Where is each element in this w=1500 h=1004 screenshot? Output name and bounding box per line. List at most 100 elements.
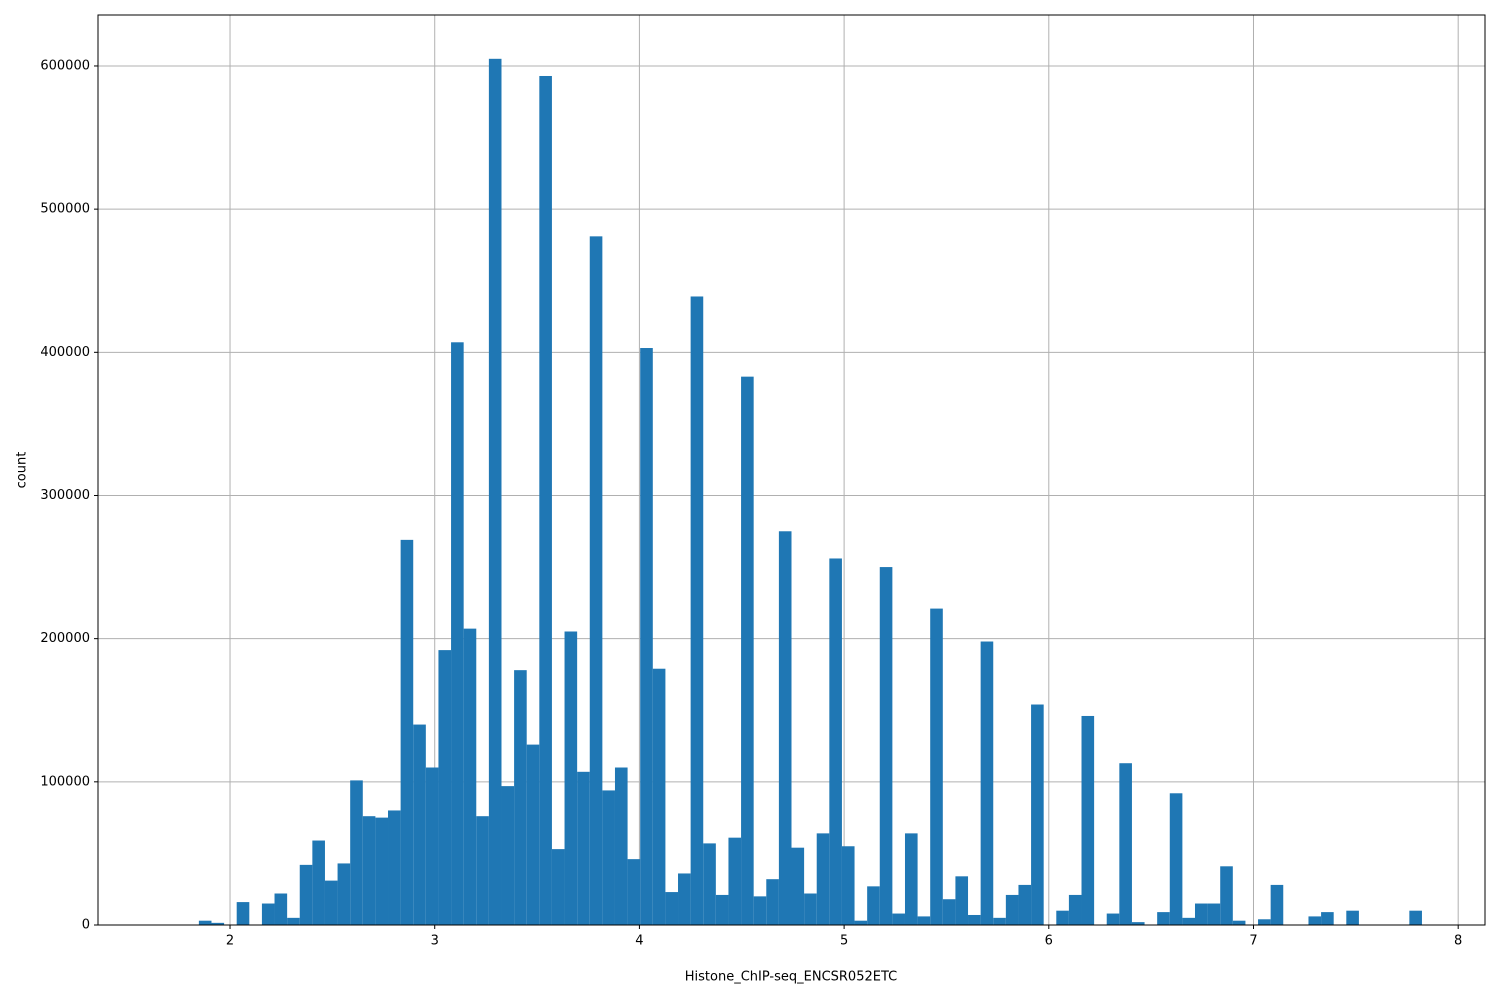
bar — [652, 668, 666, 925]
bar — [678, 873, 691, 925]
bar — [741, 376, 754, 925]
bar — [1409, 910, 1422, 925]
bar — [375, 817, 389, 925]
bar — [766, 879, 779, 925]
x-tick-label: 5 — [840, 934, 848, 949]
bar — [1169, 793, 1183, 925]
bar — [198, 920, 212, 925]
bar — [1068, 894, 1082, 925]
bar — [236, 902, 250, 925]
bar — [640, 348, 653, 926]
bar — [791, 847, 805, 925]
bar — [362, 816, 376, 925]
bar — [955, 876, 969, 925]
bar — [1119, 763, 1132, 925]
bar — [1232, 920, 1246, 925]
bar — [602, 790, 615, 925]
x-axis-label: Histone_ChIP-seq_ENCSR052ETC — [685, 970, 897, 985]
bar — [778, 531, 792, 925]
bar — [1131, 922, 1145, 925]
bar — [539, 75, 552, 925]
bar — [551, 849, 565, 925]
bar — [589, 236, 603, 925]
plot-frame — [97, 14, 1486, 926]
bar — [1018, 884, 1032, 925]
bar — [841, 846, 855, 925]
bar — [879, 567, 893, 925]
bar — [526, 744, 540, 925]
bar — [438, 650, 452, 925]
bar — [942, 899, 956, 925]
y-tick-label: 0 — [82, 918, 90, 933]
bar — [753, 896, 767, 925]
bar — [299, 864, 313, 925]
bar — [904, 833, 918, 925]
bar — [892, 913, 905, 925]
bar — [829, 558, 842, 925]
bar — [1270, 884, 1284, 925]
bar — [703, 843, 716, 925]
bar — [451, 342, 464, 925]
bar — [1182, 917, 1195, 925]
bar — [577, 771, 590, 925]
y-tick-label: 400000 — [40, 345, 90, 360]
bar — [350, 780, 363, 925]
bar — [324, 880, 338, 925]
bar — [715, 894, 729, 925]
bar — [211, 922, 225, 925]
bar — [1031, 704, 1044, 925]
bar — [476, 816, 489, 925]
x-tick-label: 2 — [226, 934, 234, 949]
bar — [1081, 715, 1095, 925]
bar — [917, 916, 931, 925]
bar — [1005, 894, 1019, 925]
y-axis-label: count — [15, 452, 30, 489]
bar — [564, 631, 578, 925]
y-tick-label: 500000 — [40, 202, 90, 217]
bar — [627, 859, 641, 925]
bar — [1157, 912, 1170, 925]
bar — [854, 920, 868, 925]
y-tick-label: 600000 — [40, 58, 90, 73]
x-tick-label: 4 — [635, 934, 643, 949]
bar — [980, 641, 994, 925]
bar — [1258, 919, 1271, 925]
x-tick-label: 3 — [431, 934, 439, 949]
bar — [665, 892, 679, 925]
bar — [804, 893, 817, 925]
bar — [728, 837, 742, 925]
bar — [1308, 916, 1322, 925]
bar — [413, 724, 426, 925]
bar — [287, 917, 300, 925]
bar — [1106, 913, 1120, 925]
bar — [400, 539, 414, 925]
x-tick-label: 7 — [1249, 934, 1257, 949]
bar — [463, 628, 477, 925]
bar — [1321, 912, 1334, 925]
x-tick-label: 6 — [1045, 934, 1053, 949]
bar — [614, 767, 628, 925]
y-tick-label: 100000 — [40, 774, 90, 789]
bar — [1207, 903, 1221, 925]
bar — [425, 767, 439, 925]
bar — [968, 914, 981, 925]
bar — [1346, 910, 1359, 925]
y-tick-label: 300000 — [40, 488, 90, 503]
x-tick-label: 8 — [1454, 934, 1462, 949]
bar — [514, 670, 527, 925]
bar — [1220, 866, 1233, 925]
bar — [501, 786, 515, 925]
bar — [488, 58, 502, 926]
bar — [690, 296, 704, 925]
bar — [930, 608, 943, 925]
bar — [1056, 910, 1069, 925]
bar — [388, 810, 401, 925]
bar — [337, 863, 351, 925]
bar — [1194, 903, 1208, 925]
bar — [274, 893, 288, 925]
bar — [993, 917, 1006, 925]
bar — [312, 840, 325, 925]
y-tick-label: 200000 — [40, 631, 90, 646]
bar — [816, 833, 830, 925]
